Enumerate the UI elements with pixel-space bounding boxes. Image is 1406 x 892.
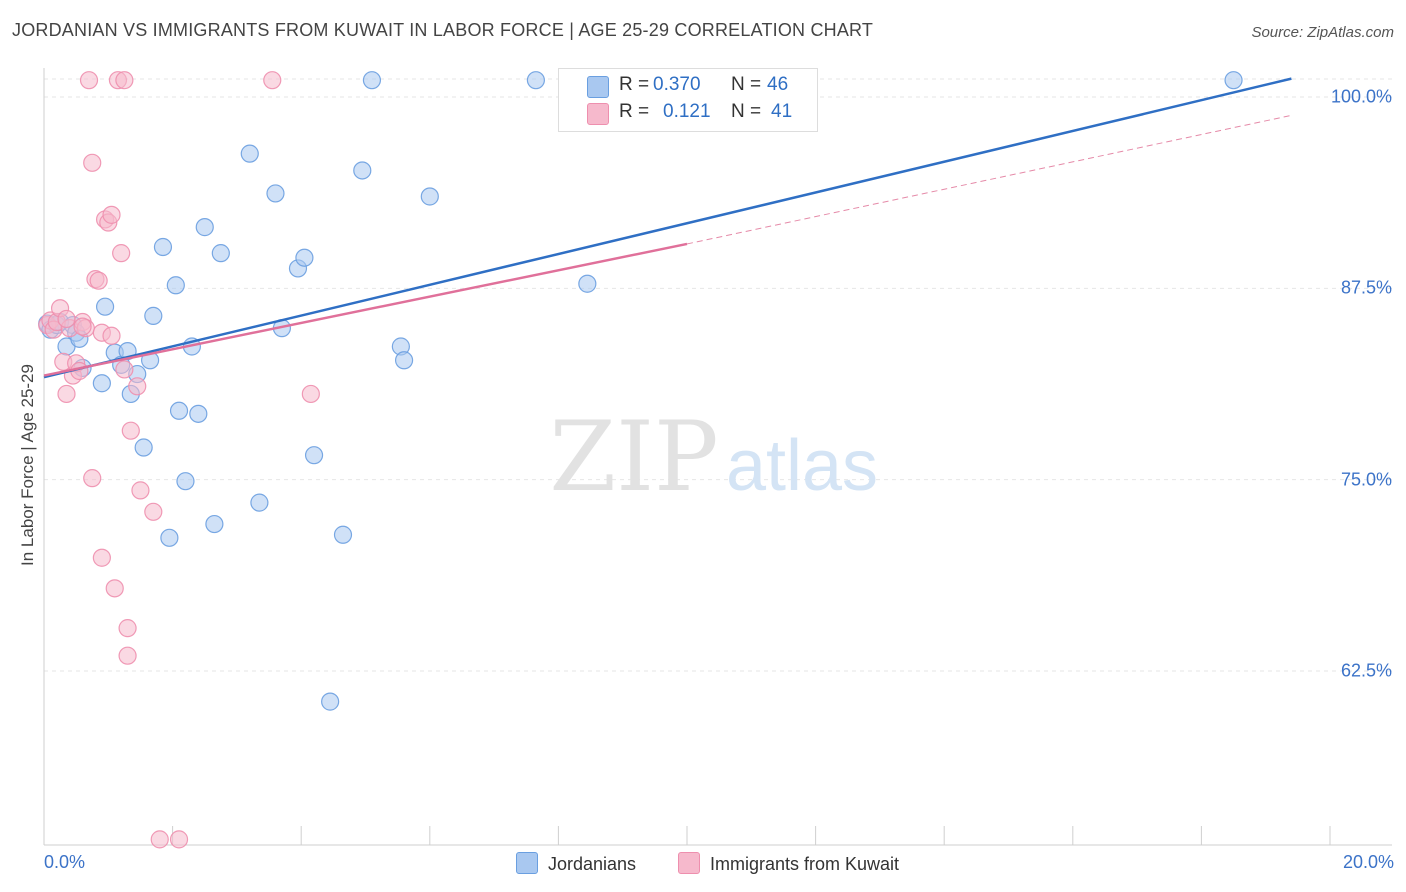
data-point-kuwait [57, 384, 76, 404]
trend-line-kuwait-extension [686, 114, 1292, 245]
data-point-kuwait [121, 421, 140, 440]
chart-title: JORDANIAN VS IMMIGRANTS FROM KUWAIT IN L… [12, 20, 874, 40]
data-point-kuwait [102, 326, 121, 345]
data-point-jordanians [95, 297, 115, 316]
data-point-kuwait [112, 244, 131, 263]
data-point-jordanians [578, 274, 597, 293]
x-tick-label-max: 20.0% [1342, 852, 1394, 872]
data-point-jordanians [362, 71, 382, 90]
trend-lines [43, 77, 1292, 379]
legend-swatch-kuwait [587, 103, 609, 125]
data-point-kuwait [301, 384, 320, 404]
data-point-jordanians [250, 493, 269, 512]
data-point-kuwait [105, 579, 124, 598]
data-point-jordanians [526, 71, 545, 90]
legend-n-label: N = [731, 74, 762, 95]
data-point-jordanians [134, 438, 153, 457]
data-point-kuwait [115, 71, 134, 90]
legend-r-value: 0.370 [653, 74, 701, 95]
legend-n-label: N = [731, 101, 762, 122]
data-point-jordanians [295, 248, 314, 267]
data-point-kuwait [131, 481, 150, 500]
bottom-legend-swatch-jordanians [516, 852, 538, 874]
data-point-jordanians [176, 472, 195, 491]
data-point-jordanians [240, 144, 259, 163]
data-point-kuwait [263, 71, 282, 90]
data-point-jordanians [321, 692, 340, 711]
data-point-jordanians [92, 374, 111, 393]
bottom-legend-kuwait: Immigrants from Kuwait [678, 852, 899, 875]
data-point-kuwait [144, 502, 163, 521]
data-point-kuwait [169, 830, 189, 849]
data-point-jordanians [153, 237, 173, 257]
data-point-jordanians [394, 351, 414, 370]
data-point-kuwait [102, 205, 121, 224]
data-point-kuwait [115, 360, 134, 379]
data-point-kuwait [118, 619, 137, 638]
y-tick-label: 100.0% [1330, 86, 1392, 107]
legend-r-label: R = [619, 74, 650, 95]
data-point-jordanians [144, 306, 163, 325]
y-tick-label: 75.0% [1340, 469, 1392, 490]
data-point-kuwait [79, 71, 99, 90]
data-point-jordanians [304, 446, 324, 465]
data-point-jordanians [1224, 71, 1243, 90]
bottom-legend-label-jordanians: Jordanians [548, 854, 637, 874]
trend-line-jordanians [43, 77, 1292, 379]
legend-swatch-jordanians [587, 76, 609, 98]
watermark: ZIP atlas [549, 401, 878, 513]
legend-r-value: 0.121 [663, 101, 711, 122]
data-point-kuwait [150, 830, 169, 849]
trend-line-kuwait [43, 242, 688, 377]
data-point-jordanians [333, 525, 353, 544]
data-point-kuwait [83, 469, 102, 488]
bottom-legend-jordanians: Jordanians [516, 852, 636, 875]
data-points [38, 71, 1243, 849]
data-point-kuwait [128, 377, 147, 396]
bottom-legend-label-kuwait: Immigrants from Kuwait [710, 854, 900, 874]
data-point-jordanians [195, 218, 214, 237]
legend-n-value: 41 [771, 101, 793, 122]
axes [43, 68, 1392, 846]
bottom-legend-swatch-kuwait [678, 852, 700, 874]
data-point-kuwait [118, 646, 137, 665]
legend-n-value: 46 [767, 74, 789, 95]
data-point-jordanians [420, 187, 439, 206]
stats-legend: R = 0.370 N = 46 R = 0.121 N = 41 [558, 68, 818, 132]
legend-r-label: R = [619, 101, 650, 122]
x-tick-label-min: 0.0% [44, 852, 86, 872]
data-point-jordanians [189, 404, 208, 423]
data-point-jordanians [205, 514, 224, 534]
data-point-jordanians [166, 276, 185, 295]
data-point-jordanians [169, 401, 189, 420]
data-point-kuwait [73, 317, 92, 336]
data-point-kuwait [92, 548, 111, 567]
source-label: Source: ZipAtlas.com [1251, 24, 1394, 41]
data-point-kuwait [83, 153, 102, 172]
data-point-jordanians [266, 184, 285, 203]
watermark-zip: ZIP [549, 401, 718, 513]
data-point-jordanians [211, 244, 230, 263]
data-point-kuwait [89, 271, 108, 290]
y-tick-label: 87.5% [1340, 277, 1392, 298]
gridlines [44, 78, 1392, 672]
data-point-kuwait [57, 309, 76, 329]
watermark-atlas: atlas [726, 426, 878, 506]
y-tick-label: 62.5% [1340, 660, 1392, 681]
data-point-jordanians [160, 528, 179, 547]
data-point-jordanians [353, 161, 372, 180]
